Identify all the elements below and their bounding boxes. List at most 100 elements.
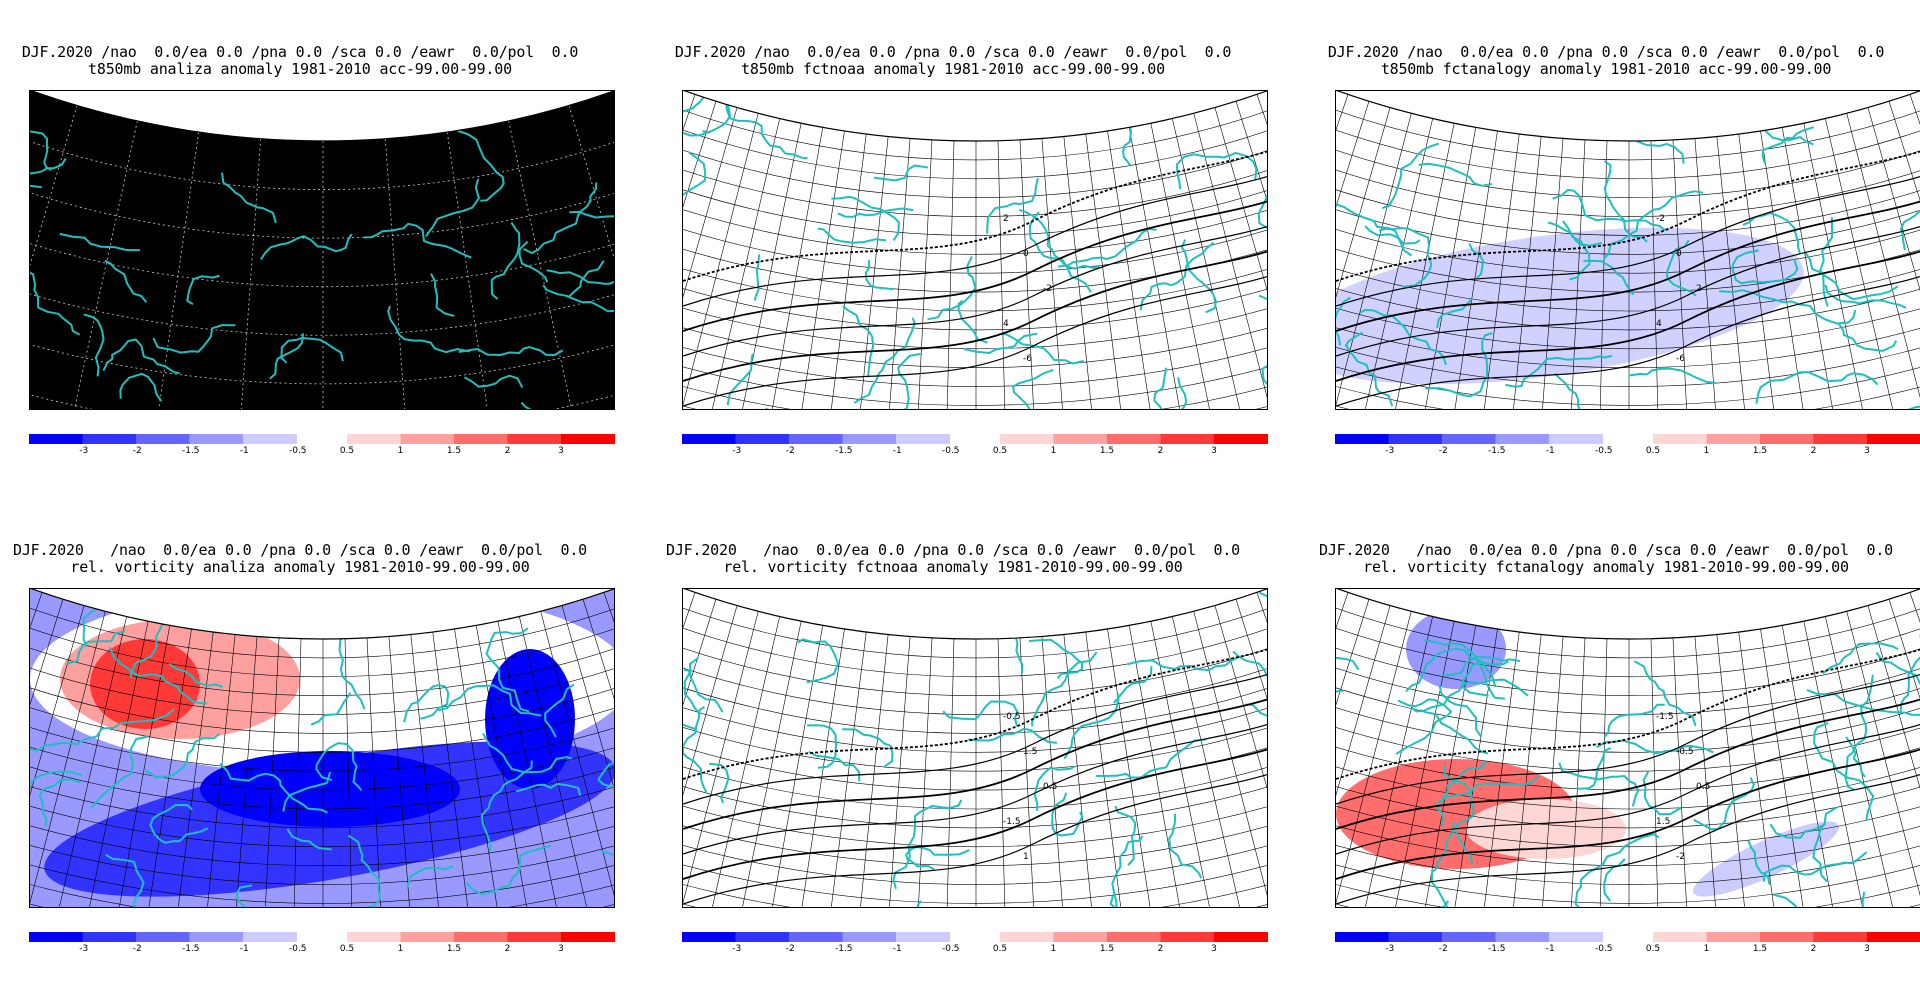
- panel-title-line1: DJF.2020 /nao 0.0/ea 0.0 /pna 0.0 /sca 0…: [1327, 43, 1885, 61]
- map-panel-2: DJF.2020 /nao 0.0/ea 0.0 /pna 0.0 /sca 0…: [653, 0, 1268, 456]
- colorbar-tick-label: 1: [1703, 944, 1710, 954]
- colorbar-tick-label: 1.5: [446, 944, 462, 954]
- colorbar-negative-swatch: [136, 434, 190, 444]
- colorbar-tick-label: 2: [1157, 944, 1164, 954]
- colorbar-positive-swatch: [1053, 434, 1108, 444]
- colorbar-negative-swatch: [82, 932, 137, 942]
- colorbar-positive-swatch: [1760, 434, 1814, 444]
- panel-title-line2: t850mb fctanalogy anomaly 1981-2010 acc-…: [1380, 60, 1832, 78]
- map-canvas: [30, 91, 614, 409]
- colorbar-positive-swatch: [507, 932, 562, 942]
- panel-title-line1: DJF.2020 /nao 0.0/ea 0.0 /pna 0.0 /sca 0…: [666, 541, 1240, 559]
- panel-title-line2: rel. vorticity fctanalogy anomaly 1981-2…: [1363, 558, 1849, 576]
- colorbar-negative-swatch: [1388, 434, 1443, 444]
- colorbar-negative-swatch: [1388, 932, 1443, 942]
- panel-title-line2: t850mb analiza anomaly 1981-2010 acc-99.…: [88, 60, 512, 78]
- map-frame: -2 0 2 4 -6: [1335, 90, 1920, 410]
- negative-anomaly-strip: [1693, 821, 1839, 897]
- colorbar-positive-swatch: [561, 434, 615, 444]
- colorbar-tick-label: 2: [1810, 944, 1817, 954]
- panel-title-line1: DJF.2020 /nao 0.0/ea 0.0 /pna 0.0 /sca 0…: [13, 541, 587, 559]
- contour-label: 1: [1023, 852, 1029, 862]
- colorbar-tick-label: 0.5: [992, 944, 1008, 954]
- contour-label: 2: [1003, 214, 1009, 224]
- colorbar-tick-label: 3: [1864, 446, 1870, 456]
- colorbar-negative-swatch: [1335, 932, 1389, 942]
- colorbar-tick-label: 1: [397, 446, 404, 456]
- colorbar-tick-label: 1.5: [1752, 446, 1768, 456]
- contour-label: -6: [1676, 354, 1685, 364]
- colorbar-negative-swatch: [189, 932, 244, 942]
- negative-anomaly-core: [200, 751, 460, 827]
- panel-title-line1: DJF.2020 /nao 0.0/ea 0.0 /pna 0.0 /sca 0…: [21, 43, 579, 61]
- contour-label: 0: [1676, 249, 1682, 259]
- map-panel-1: DJF.2020 /nao 0.0/ea 0.0 /pna 0.0 /sca 0…: [0, 0, 615, 456]
- contour-label: -6: [1023, 354, 1032, 364]
- colorbar-negative-swatch: [189, 434, 244, 444]
- colorbar-tick-label: -3: [1385, 446, 1395, 456]
- colorbar-tick-label: -3: [1385, 944, 1395, 954]
- colorbar-tick-label: -1: [239, 944, 249, 954]
- contour-label: 4: [1656, 319, 1662, 329]
- colorbar-positive-swatch: [1867, 932, 1920, 942]
- colorbar-tick-label: 1.5: [446, 446, 462, 456]
- colorbar-tick-label: -1: [1545, 944, 1555, 954]
- colorbar-tick-label: -1.5: [834, 944, 853, 954]
- colorbar-negative-swatch: [1335, 434, 1389, 444]
- colorbar-positive-swatch: [1160, 932, 1215, 942]
- colorbar-tick-label: -0.5: [288, 944, 307, 954]
- colorbar: -3 -2 -1.5 -1 -0.5 0.5 1 1.5 2 3: [682, 432, 1268, 462]
- colorbar-negative-swatch: [682, 932, 736, 942]
- colorbar-negative-swatch: [1442, 434, 1496, 444]
- colorbar-positive-swatch: [1000, 932, 1054, 942]
- colorbar-tick-label: -0.5: [288, 446, 307, 456]
- colorbar-tick-label: 2: [504, 446, 511, 456]
- colorbar-positive-swatch: [1160, 434, 1215, 444]
- colorbar-positive-swatch: [1813, 932, 1868, 942]
- colorbar-negative-swatch: [82, 434, 137, 444]
- colorbar-tick-label: 2: [1810, 446, 1817, 456]
- colorbar-negative-swatch: [1549, 434, 1603, 444]
- colorbar-tick-label: 1: [1050, 446, 1057, 456]
- map-canvas: -0.5 1.5 0.5 -1.5 1: [683, 589, 1267, 907]
- colorbar-tick-label: -2: [1438, 446, 1448, 456]
- panel-title-line2: rel. vorticity fctnoaa anomaly 1981-2010…: [723, 558, 1183, 576]
- map-frame: -1.5 -0.5 0.5 1.5 -2: [1335, 588, 1920, 908]
- colorbar-positive-swatch: [561, 932, 615, 942]
- contour-label: -2: [1676, 852, 1685, 862]
- map-projection-outline: [683, 91, 1267, 142]
- contour-label: 0: [1023, 249, 1029, 259]
- colorbar-positive-swatch: [1214, 932, 1268, 942]
- colorbar-tick-label: 3: [558, 944, 564, 954]
- colorbar-tick-label: 2: [504, 944, 511, 954]
- positive-anomaly-edge: [1466, 799, 1626, 859]
- contour-label: 1.5: [1656, 817, 1670, 827]
- colorbar-tick-label: -2: [785, 446, 795, 456]
- colorbar-negative-swatch: [735, 932, 790, 942]
- map-canvas: -2 0 2 4 -6: [1336, 91, 1920, 409]
- map-frame: [29, 588, 615, 908]
- colorbar-positive-swatch: [1107, 434, 1161, 444]
- colorbar-tick-label: -1.5: [834, 446, 853, 456]
- colorbar-tick-label: 3: [1211, 944, 1217, 954]
- colorbar-tick-label: -1.5: [181, 446, 200, 456]
- contour-label: -1.5: [1003, 817, 1021, 827]
- colorbar-positive-swatch: [1000, 434, 1054, 444]
- colorbar-tick-label: -1: [1545, 446, 1555, 456]
- colorbar-negative-swatch: [682, 434, 736, 444]
- colorbar-tick-label: -0.5: [941, 944, 960, 954]
- contour-label: -0.5: [1003, 712, 1021, 722]
- colorbar-tick-label: 0.5: [339, 944, 355, 954]
- colorbar-tick-label: -2: [132, 446, 142, 456]
- map-projection-outline: [1336, 91, 1920, 142]
- colorbar-negative-swatch: [842, 932, 897, 942]
- panel-title-line2: rel. vorticity analiza anomaly 1981-2010…: [70, 558, 530, 576]
- colorbar-tick-label: -3: [732, 944, 742, 954]
- colorbar-negative-swatch: [735, 434, 790, 444]
- colorbar-tick-label: 0.5: [1645, 944, 1661, 954]
- negative-anomaly-region: [1336, 227, 1804, 385]
- contour-label: 4: [1003, 319, 1009, 329]
- colorbar-tick-label: 2: [1157, 446, 1164, 456]
- colorbar-tick-label: 1.5: [1752, 944, 1768, 954]
- colorbar-positive-swatch: [1706, 434, 1761, 444]
